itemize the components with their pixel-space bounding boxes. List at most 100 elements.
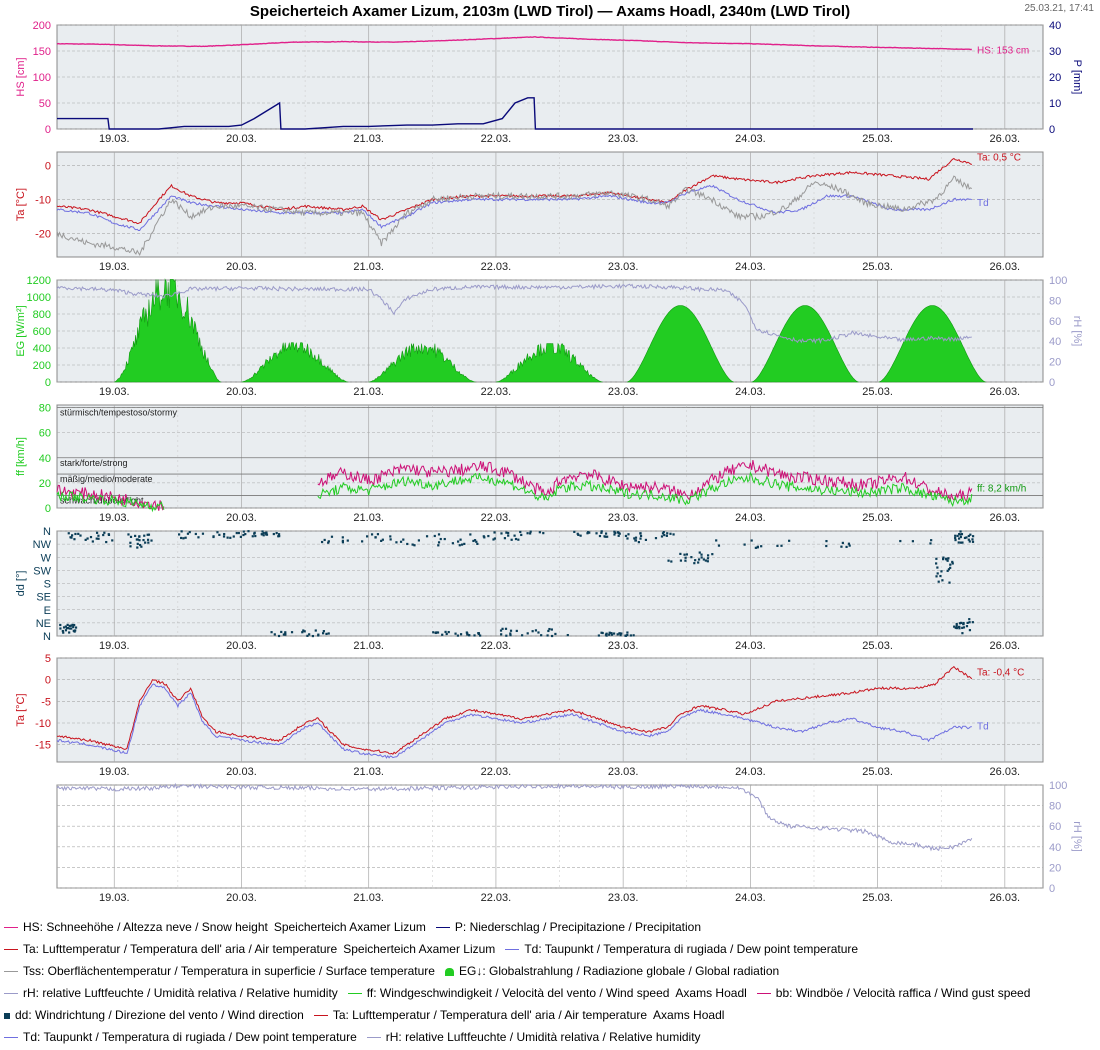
wind-direction-point	[184, 536, 187, 539]
wind-direction-point	[548, 627, 551, 631]
wind-direction-point	[958, 627, 961, 630]
wind-direction-point	[467, 634, 471, 637]
legend-text: Tss: Oberflächentemperatur / Temperatura…	[23, 964, 435, 978]
wind-band-label: schwach/debole/light	[60, 495, 144, 505]
wind-direction-point	[600, 531, 603, 534]
x-tick-label: 26.03.	[990, 892, 1021, 904]
wind-direction-point	[662, 531, 665, 534]
series-p	[57, 97, 973, 130]
y-axis-label: ff [km/h]	[15, 437, 27, 476]
wind-direction-point	[637, 541, 640, 544]
wind-direction-point	[841, 541, 844, 545]
wind-direction-point	[330, 535, 334, 538]
annotation-label: Ta: 0,5 °C	[977, 152, 1021, 163]
wind-direction-point	[97, 537, 100, 540]
wind-direction-point	[380, 539, 383, 543]
y-tick-label: -20	[35, 228, 51, 240]
y2-tick-label: 40	[1049, 842, 1061, 854]
y-tick-label: 0	[45, 503, 51, 515]
y-tick-label: NW	[33, 539, 52, 551]
wind-direction-point	[500, 532, 503, 535]
wind-direction-point	[946, 559, 949, 562]
x-tick-label: 19.03.	[99, 640, 130, 652]
x-tick-label: 20.03.	[226, 892, 257, 904]
wind-direction-point	[71, 623, 74, 626]
wind-direction-point	[201, 532, 205, 535]
y-tick-label: 0	[45, 124, 51, 136]
y2-axis-label: rH [%]	[1071, 821, 1083, 852]
wind-direction-point	[515, 629, 518, 633]
wind-direction-point	[186, 532, 190, 535]
wind-direction-point	[71, 534, 74, 537]
wind-direction-point	[341, 539, 344, 542]
wind-direction-point	[517, 538, 520, 541]
wind-direction-point	[320, 540, 324, 544]
wind-direction-point	[529, 532, 532, 535]
panel-temp-hoadl	[56, 657, 1044, 763]
x-tick-label: 26.03.	[990, 512, 1021, 524]
wind-direction-point	[314, 629, 317, 632]
y2-tick-label: 100	[1049, 275, 1067, 287]
wind-direction-point	[72, 625, 75, 629]
x-tick-label: 21.03.	[353, 261, 384, 273]
wind-direction-point	[588, 531, 591, 534]
wind-direction-point	[437, 533, 441, 536]
y-tick-label: -10	[35, 718, 51, 730]
wind-direction-point	[617, 531, 620, 535]
wind-direction-point	[966, 621, 969, 624]
wind-direction-point	[685, 553, 688, 556]
wind-direction-point	[624, 634, 627, 637]
wind-direction-point	[780, 544, 783, 547]
y2-tick-label: 40	[1049, 20, 1061, 32]
wind-direction-point	[958, 625, 961, 629]
x-tick-label: 24.03.	[735, 386, 766, 398]
y2-axis-label: rH [%]	[1071, 316, 1083, 347]
wind-direction-point	[188, 531, 191, 534]
wind-direction-point	[466, 633, 469, 636]
wind-direction-point	[960, 621, 963, 624]
x-tick-label: 21.03.	[353, 640, 384, 652]
wind-direction-point	[434, 631, 438, 634]
x-tick-label: 25.03.	[862, 640, 893, 652]
wind-direction-point	[229, 536, 232, 539]
x-tick-label: 23.03.	[608, 892, 639, 904]
y2-tick-label: 80	[1049, 801, 1061, 813]
y-tick-label: 100	[33, 72, 51, 84]
wind-direction-point	[262, 534, 265, 537]
wind-direction-point	[969, 533, 972, 536]
radiation-area	[241, 342, 349, 383]
y2-tick-label: 60	[1049, 821, 1061, 833]
wind-direction-point	[127, 533, 130, 536]
wind-direction-point	[963, 536, 967, 540]
wind-direction-point	[566, 633, 569, 637]
legend-item-ta: Ta: Lufttemperatur / Temperatura dell' a…	[4, 938, 495, 960]
wind-direction-point	[216, 531, 219, 534]
wind-direction-point	[547, 629, 550, 633]
wind-direction-point	[476, 542, 479, 545]
x-tick-label: 23.03.	[608, 133, 639, 145]
x-tick-label: 22.03.	[481, 133, 512, 145]
wind-direction-point	[501, 627, 504, 630]
legend-line-icon	[435, 927, 450, 929]
y-axis-label: Ta [°C]	[15, 693, 27, 726]
y2-tick-label: 10	[1049, 98, 1061, 110]
wind-direction-point	[66, 623, 69, 626]
legend: HS: Schneehöhe / Altezza neve / Snow hei…	[4, 916, 1096, 1048]
wind-direction-point	[936, 566, 939, 569]
wind-direction-point	[402, 538, 405, 541]
wind-direction-point	[968, 540, 971, 543]
wind-direction-point	[706, 560, 709, 563]
legend-text: Ta: Lufttemperatur / Temperatura dell' a…	[23, 942, 338, 956]
y-tick-label: 20	[39, 478, 51, 490]
wind-direction-point	[242, 530, 245, 533]
wind-direction-point	[754, 546, 757, 549]
y-tick-label: -10	[35, 194, 51, 206]
wind-direction-point	[756, 545, 759, 548]
wind-direction-point	[957, 541, 960, 544]
wind-direction-point	[825, 544, 828, 548]
wind-direction-point	[967, 538, 970, 541]
wind-direction-point	[608, 631, 611, 634]
wind-direction-point	[270, 631, 273, 634]
wind-direction-point	[604, 532, 608, 535]
wind-direction-point	[140, 545, 143, 548]
